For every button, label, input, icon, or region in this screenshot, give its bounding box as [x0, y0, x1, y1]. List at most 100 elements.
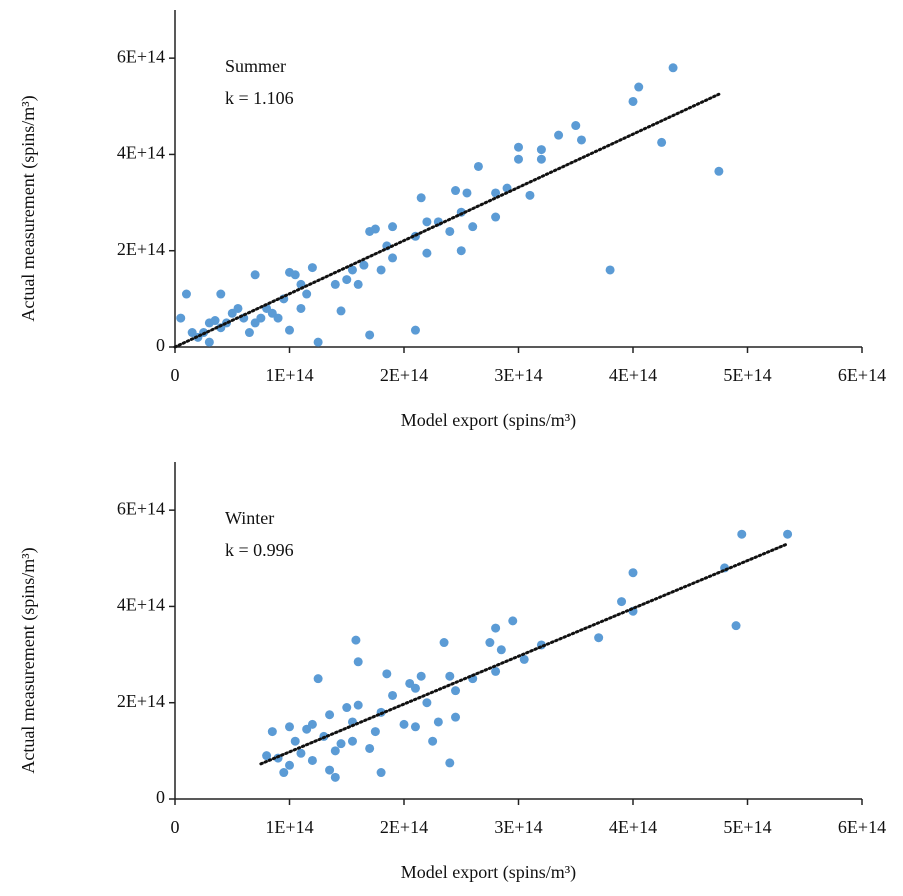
- point: [347, 265, 357, 275]
- point: [657, 137, 667, 147]
- trendline: [259, 542, 790, 766]
- point: [422, 217, 432, 227]
- point: [491, 623, 501, 633]
- point: [628, 96, 638, 106]
- point: [439, 638, 449, 648]
- x-tick-label: 0: [171, 365, 180, 385]
- point: [594, 633, 604, 643]
- point: [445, 226, 455, 236]
- point: [536, 145, 546, 155]
- trendline: [173, 92, 721, 349]
- point: [330, 772, 340, 782]
- point: [365, 743, 375, 753]
- point: [325, 765, 335, 775]
- point: [714, 166, 724, 176]
- point: [508, 616, 518, 626]
- x-tick-label: 3E+14: [494, 365, 542, 385]
- point: [181, 289, 191, 299]
- point: [365, 330, 375, 340]
- point: [416, 671, 426, 681]
- x-tick-label: 4E+14: [609, 365, 657, 385]
- point: [216, 289, 226, 299]
- point: [370, 727, 380, 737]
- point: [634, 82, 644, 92]
- point: [422, 248, 432, 258]
- point: [468, 222, 478, 232]
- x-axis-title: Model export (spins/m³): [401, 862, 576, 883]
- x-tick-label: 1E+14: [265, 817, 313, 837]
- annotation: Winter: [225, 508, 274, 528]
- point: [519, 654, 529, 664]
- point: [353, 279, 363, 289]
- point: [628, 568, 638, 578]
- point: [353, 700, 363, 710]
- point: [342, 703, 352, 713]
- point: [307, 719, 317, 729]
- point: [210, 316, 220, 326]
- point: [370, 224, 380, 234]
- point: [244, 328, 254, 338]
- point: [330, 279, 340, 289]
- point: [554, 130, 564, 140]
- point: [783, 529, 793, 539]
- x-axis-title: Model export (spins/m³): [401, 410, 576, 431]
- y-tick-label: 2E+14: [117, 239, 165, 259]
- y-tick-label: 4E+14: [117, 143, 165, 163]
- point: [313, 337, 323, 347]
- point: [307, 263, 317, 273]
- x-tick-label: 2E+14: [380, 365, 428, 385]
- point: [536, 154, 546, 164]
- point: [262, 751, 272, 761]
- y-tick-label: 0: [156, 787, 165, 807]
- point: [428, 736, 438, 746]
- y-axis-title: Actual measurement (spins/m³): [18, 95, 39, 321]
- point: [336, 306, 346, 316]
- x-tick-label: 4E+14: [609, 817, 657, 837]
- point: [605, 265, 615, 275]
- y-tick-label: 0: [156, 335, 165, 355]
- x-tick-label: 3E+14: [494, 817, 542, 837]
- point: [302, 289, 312, 299]
- point: [388, 253, 398, 263]
- point: [456, 207, 466, 217]
- x-tick-label: 5E+14: [723, 365, 771, 385]
- point: [416, 193, 426, 203]
- point: [313, 674, 323, 684]
- x-tick-label: 6E+14: [838, 365, 886, 385]
- point: [399, 719, 409, 729]
- point: [285, 760, 294, 770]
- point: [388, 690, 398, 700]
- point: [342, 275, 352, 285]
- point: [273, 313, 283, 323]
- y-axis-title: Actual measurement (spins/m³): [18, 547, 39, 773]
- point: [250, 270, 260, 280]
- point: [491, 212, 501, 222]
- point: [233, 303, 243, 313]
- point: [737, 529, 747, 539]
- point: [296, 303, 306, 313]
- point: [353, 657, 363, 667]
- point: [290, 736, 300, 746]
- point: [267, 727, 277, 737]
- y-tick-label: 6E+14: [117, 498, 165, 518]
- point: [525, 190, 535, 200]
- point: [410, 722, 420, 732]
- point: [462, 188, 472, 198]
- point: [290, 270, 300, 280]
- point: [433, 717, 443, 727]
- point: [382, 669, 392, 679]
- point: [456, 246, 466, 256]
- x-tick-label: 5E+14: [723, 817, 771, 837]
- point: [491, 666, 501, 676]
- point: [279, 768, 289, 778]
- point: [347, 736, 357, 746]
- point: [422, 698, 432, 708]
- point: [491, 188, 501, 198]
- point: [330, 746, 340, 756]
- point: [514, 154, 523, 164]
- point: [485, 638, 495, 648]
- point: [359, 260, 369, 270]
- point: [451, 686, 461, 696]
